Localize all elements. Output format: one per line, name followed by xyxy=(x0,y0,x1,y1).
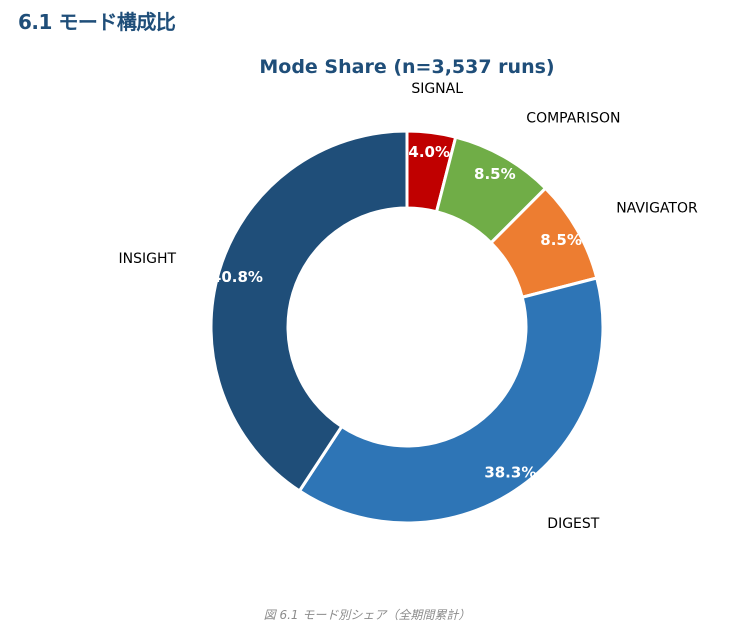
slice-insight xyxy=(209,129,409,493)
percent-labels-group: 4.0% 8.5% 8.5% 38.3% 40.8% xyxy=(211,143,582,481)
percent-label-signal: 4.0% xyxy=(408,143,450,161)
category-label-navigator: NAVIGATOR xyxy=(616,200,698,216)
percent-label-digest: 38.3% xyxy=(484,463,536,481)
percent-label-comparison: 8.5% xyxy=(474,165,516,183)
category-label-signal: SIGNAL xyxy=(411,81,463,97)
category-label-digest: DIGEST xyxy=(547,516,599,532)
figure-caption: 図 6.1 モード別シェア（全期間累計） xyxy=(263,608,471,622)
section-heading: 6.1 モード構成比 xyxy=(18,10,176,34)
category-label-comparison: COMPARISON xyxy=(526,111,620,127)
slices-group xyxy=(209,129,605,525)
slice-digest xyxy=(297,276,605,525)
category-label-insight: INSIGHT xyxy=(119,251,177,267)
category-labels-group: SIGNAL COMPARISON NAVIGATOR DIGEST INSIGHT xyxy=(119,81,698,532)
percent-label-navigator: 8.5% xyxy=(540,231,582,249)
chart-title: Mode Share (n=3,537 runs) xyxy=(259,56,554,78)
donut-chart: Mode Share (n=3,537 runs) 4.0% 8.5% 8.5% 38… xyxy=(119,56,698,532)
percent-label-insight: 40.8% xyxy=(211,268,263,286)
